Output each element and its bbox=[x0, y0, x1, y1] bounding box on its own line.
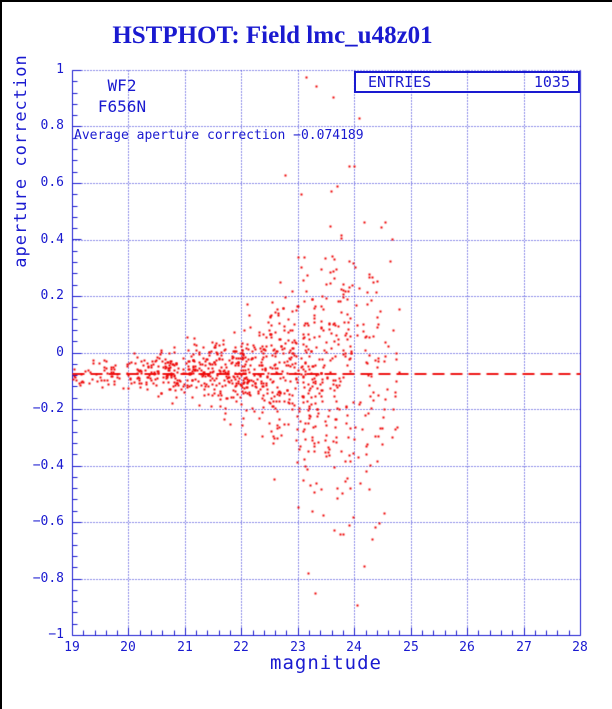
y-tick-label: 0.6 bbox=[40, 175, 64, 190]
entries-value: 1035 bbox=[533, 73, 570, 91]
y-tick-label: 0 bbox=[56, 345, 64, 360]
y-tick-label: −1 bbox=[48, 627, 64, 642]
x-tick-label: 24 bbox=[346, 640, 362, 655]
x-tick-label: 28 bbox=[572, 640, 588, 655]
x-tick-label: 23 bbox=[290, 640, 306, 655]
y-tick-label: 0.8 bbox=[40, 118, 64, 133]
y-tick-label: −0.8 bbox=[32, 571, 64, 586]
window-border-left bbox=[0, 0, 2, 709]
entries-label: ENTRIES bbox=[368, 73, 432, 91]
entries-stats-box: ENTRIES 1035 bbox=[354, 71, 580, 93]
x-tick-label: 21 bbox=[177, 640, 193, 655]
y-tick-label: −0.2 bbox=[32, 401, 64, 416]
x-tick-label: 25 bbox=[403, 640, 419, 655]
y-tick-label: 0.4 bbox=[40, 232, 64, 247]
camera-label: WF2 bbox=[107, 76, 137, 95]
filter-label: F656N bbox=[97, 97, 147, 116]
y-tick-label: −0.6 bbox=[32, 514, 64, 529]
x-tick-label: 20 bbox=[120, 640, 136, 655]
x-tick-label: 19 bbox=[64, 640, 80, 655]
y-tick-label: −0.4 bbox=[32, 458, 64, 473]
x-tick-label: 27 bbox=[516, 640, 532, 655]
x-tick-label: 22 bbox=[233, 640, 249, 655]
page-title: HSTPHOT: Field lmc_u48z01 bbox=[112, 22, 433, 49]
y-tick-label: 1 bbox=[56, 62, 64, 77]
window-border-top bbox=[0, 0, 612, 2]
average-correction-label: Average aperture correction −0.074189 bbox=[74, 128, 364, 143]
y-tick-label: 0.2 bbox=[40, 288, 64, 303]
x-tick-label: 26 bbox=[459, 640, 475, 655]
x-axis-title: magnitude bbox=[270, 652, 382, 674]
